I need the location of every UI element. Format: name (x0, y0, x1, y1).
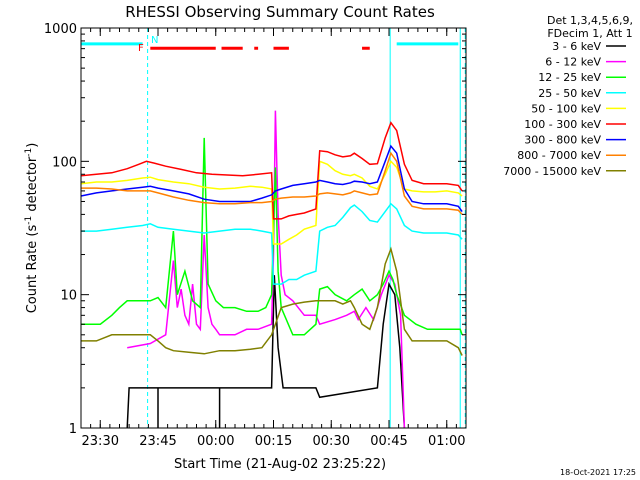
y-tick-label-0: 1 (69, 422, 77, 437)
legend-label-7: 800 - 7000 keV (517, 149, 601, 162)
series-line-3 (81, 202, 463, 285)
legend-label-0: 3 - 6 keV (552, 40, 601, 53)
flag-label-f: F (138, 43, 144, 54)
series-line-8 (81, 246, 463, 356)
legend-header-1: FDecim 1, Att 1 (547, 27, 632, 40)
series-line-7 (81, 151, 463, 215)
x-axis-label: Start Time (21-Aug-02 23:25:22) (174, 457, 386, 472)
series-line-1 (127, 110, 406, 429)
flag-label-n: N (151, 35, 158, 46)
x-tick-label-5: 00:45 (370, 434, 407, 449)
x-tick-label-2: 00:00 (197, 434, 234, 449)
legend-label-1: 6 - 12 keV (545, 56, 601, 69)
flag-bars (81, 42, 459, 50)
legend-label-5: 100 - 300 keV (524, 118, 601, 131)
x-tick-label-0: 23:30 (82, 434, 119, 449)
y-tick-label-3: 1000 (44, 22, 77, 37)
series-line-2 (81, 137, 463, 336)
legend: Det 1,3,4,5,6,9,FDecim 1, Att 13 - 6 keV… (503, 14, 633, 178)
series-lines (80, 110, 463, 429)
legend-label-4: 50 - 100 keV (531, 102, 601, 115)
legend-label-2: 12 - 25 keV (538, 71, 601, 84)
series-line-5 (80, 121, 463, 220)
y-tick-label-2: 100 (52, 155, 77, 170)
y-tick-label-1: 10 (60, 289, 77, 304)
legend-label-6: 300 - 800 keV (524, 134, 601, 147)
x-tick-label-3: 00:15 (255, 434, 292, 449)
chart-title: RHESSI Observing Summary Count Rates (125, 3, 435, 21)
footer-date: 18-Oct-2021 17:25 (560, 468, 636, 477)
legend-label-3: 25 - 50 keV (538, 87, 601, 100)
legend-header-0: Det 1,3,4,5,6,9, (547, 14, 633, 27)
x-tick-label-1: 23:45 (139, 434, 176, 449)
x-tick-label-6: 01:00 (428, 434, 465, 449)
y-axis-label: Count Rate (s-1 detector-1) (24, 143, 40, 314)
axis-ticks: 23:30 23:45 00:00 00:15 00:30 00:45 01:00 1 10 10… (44, 22, 467, 449)
legend-label-8: 7000 - 15000 keV (503, 165, 601, 178)
x-tick-label-4: 00:30 (313, 434, 350, 449)
series-line-6 (80, 144, 463, 213)
